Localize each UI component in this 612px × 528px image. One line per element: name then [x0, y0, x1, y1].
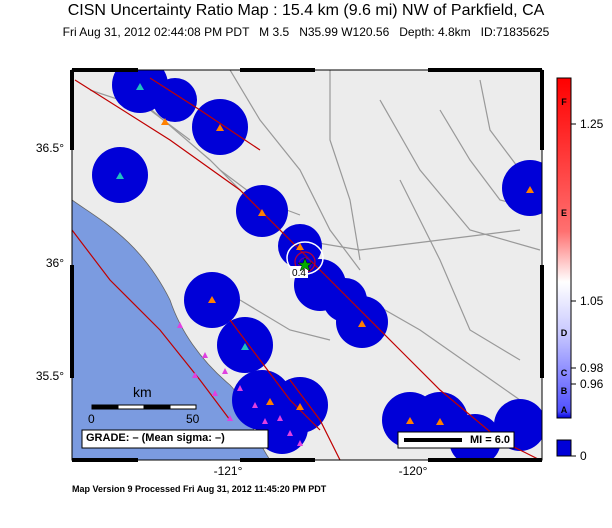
frame-ticks	[70, 68, 544, 462]
scale-bar	[91, 404, 197, 410]
scale-bar-start: 0	[88, 412, 95, 426]
map-title: CISN Uncertainty Ratio Map : 15.4 km (9.…	[67, 2, 545, 19]
stations-cyan	[116, 83, 249, 350]
colorbar-ticks	[571, 123, 576, 457]
stations-orange	[161, 118, 534, 425]
grade-letter-f: F	[561, 97, 567, 107]
colorbar-label-0-98: 0.98	[580, 361, 604, 375]
grade-letter-b: B	[560, 386, 568, 396]
colorbar-label-1-25: 1.25	[580, 117, 604, 131]
mi-legend-text: MI = 6.0	[470, 434, 511, 446]
grade-letter-d: D	[560, 328, 568, 338]
stations-magenta	[177, 322, 303, 446]
colorbar-zero-swatch	[556, 439, 572, 457]
grade-text: GRADE: – (Mean sigma: –)	[86, 432, 225, 444]
lat-label-36: 36°	[45, 256, 64, 270]
colorbar-label-0: 0	[580, 449, 587, 463]
event-info: Fri Aug 31, 2012 02:44:08 PM PDT M 3.5 N…	[62, 25, 550, 39]
colorbar	[556, 77, 572, 419]
epicenter-star	[297, 257, 313, 272]
grade-box	[81, 429, 269, 449]
lon-label-120: -120°	[398, 464, 428, 478]
grade-letter-c: C	[560, 368, 568, 378]
lon-label-121: -121°	[213, 464, 243, 478]
scale-bar-unit: km	[133, 384, 152, 400]
grade-letter-a: A	[560, 405, 568, 415]
scale-bar-end: 50	[186, 412, 200, 426]
contour-label: 0.4	[292, 268, 306, 279]
lat-label-35-5: 35.5°	[35, 369, 64, 383]
lat-label-36-5: 36.5°	[35, 141, 64, 155]
processing-footer: Map Version 9 Processed Fri Aug 31, 2012…	[72, 484, 327, 494]
colorbar-label-0-96: 0.96	[580, 377, 604, 391]
grade-letter-e: E	[560, 208, 567, 218]
colorbar-label-1-05: 1.05	[580, 294, 604, 308]
ocean-area	[72, 200, 270, 460]
fault-lines	[72, 77, 541, 460]
